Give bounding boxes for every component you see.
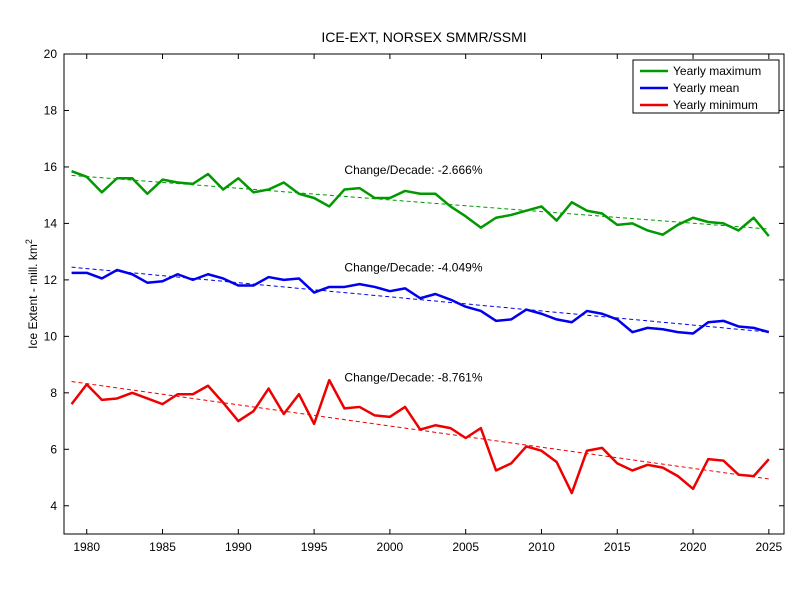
series-line-yearly-mean <box>71 268 770 335</box>
x-tick-label-1985: 1985 <box>149 540 176 554</box>
y-tick-label-16: 16 <box>44 160 58 174</box>
change-annotation-2: Change/Decade: -4.049% <box>344 260 482 274</box>
y-tick-label-12: 12 <box>44 273 58 287</box>
y-tick-label-20: 20 <box>44 47 58 61</box>
change-annotation-1: Change/Decade: -2.666% <box>344 163 482 177</box>
legend-label-yearly-mean: Yearly mean <box>673 81 739 95</box>
trend-line-yearly-mean <box>71 266 769 333</box>
y-axis: 4 6 8 10 12 14 16 18 20 <box>44 47 784 513</box>
legend-label-yearly-maximum: Yearly maximum <box>673 64 761 78</box>
x-tick-label-1995: 1995 <box>301 540 328 554</box>
x-tick-label-1980: 1980 <box>73 540 100 554</box>
plot-area <box>63 53 785 535</box>
y-tick-label-8: 8 <box>50 386 57 400</box>
x-tick-label-2015: 2015 <box>604 540 631 554</box>
trend-line-yearly-maximum <box>71 174 769 230</box>
y-axis-label: Ice Extent - mill. km2 <box>24 239 40 349</box>
y-axis-label-superscript: 2 <box>24 239 34 244</box>
x-tick-label-2000: 2000 <box>377 540 404 554</box>
y-tick-label-10: 10 <box>44 329 58 343</box>
series-lines <box>70 170 770 495</box>
x-tick-label-2025: 2025 <box>755 540 782 554</box>
x-axis: 1980 1985 1990 1995 2000 2005 2010 2015 2020 2025 <box>73 54 783 554</box>
y-tick-label-18: 18 <box>44 103 58 117</box>
annotations: Change/Decade: -2.666% Change/Decade: -4.… <box>344 163 482 385</box>
x-tick-label-2005: 2005 <box>452 540 479 554</box>
x-tick-label-2020: 2020 <box>680 540 707 554</box>
y-tick-label-4: 4 <box>50 499 57 513</box>
change-annotation-3: Change/Decade: -8.761% <box>344 371 482 385</box>
y-tick-label-14: 14 <box>44 216 58 230</box>
x-tick-label-1990: 1990 <box>225 540 252 554</box>
legend: Yearly maximum Yearly mean Yearly minimum <box>632 59 780 114</box>
series-line-yearly-maximum <box>71 170 770 237</box>
legend-label-yearly-minimum: Yearly minimum <box>673 98 758 112</box>
x-tick-label-2010: 2010 <box>528 540 555 554</box>
series-line-yearly-minimum <box>70 378 770 495</box>
y-tick-label-6: 6 <box>50 442 57 456</box>
chart-title: ICE-EXT, NORSEX SMMR/SSMI <box>321 29 526 45</box>
